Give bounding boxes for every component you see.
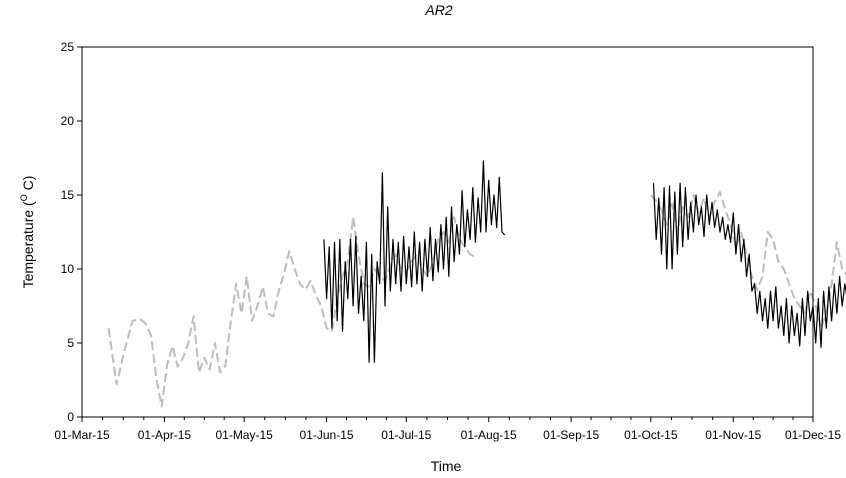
x-tick-label: 01-Sep-15 <box>543 428 599 442</box>
y-axis-title-main: Temperature ( <box>20 201 36 288</box>
plot-lines <box>107 160 846 408</box>
y-axis-title-superscript: O <box>19 194 29 201</box>
series-dashed-line <box>107 216 476 408</box>
x-tick-label: 01-May-15 <box>215 428 273 442</box>
x-tick-label: 01-Mar-15 <box>54 428 110 442</box>
x-tick-label: 01-Dec-15 <box>785 428 841 442</box>
series-dashed-line <box>650 191 846 330</box>
x-tick-label: 01-Nov-15 <box>705 428 761 442</box>
x-tick-label: 01-Oct-15 <box>624 428 678 442</box>
x-tick-label: 01-Apr-15 <box>138 428 192 442</box>
y-axis-title: Temperature (O C) <box>19 176 36 289</box>
y-axis-title-tail: C) <box>20 176 36 195</box>
series-solid-line <box>652 182 846 348</box>
x-axis-title: Time <box>431 458 462 474</box>
y-axis: 0 5 10 15 20 25 <box>61 40 82 424</box>
chart-title: AR2 <box>424 2 452 18</box>
x-tick-label: 01-Jun-15 <box>300 428 354 442</box>
series-solid-line <box>323 160 506 363</box>
x-tick-label: 01-Jul-15 <box>381 428 431 442</box>
y-tick-label: 0 <box>67 410 74 424</box>
y-tick-label: 20 <box>61 114 75 128</box>
y-tick-label: 15 <box>61 188 75 202</box>
x-axis: 01-Mar-15 01-Apr-15 01-May-15 01-Jun-15 01-J… <box>54 417 841 442</box>
y-tick-label: 25 <box>61 40 75 54</box>
y-tick-label: 5 <box>67 336 74 350</box>
x-tick-label: 01-Aug-15 <box>461 428 517 442</box>
y-tick-label: 10 <box>61 262 75 276</box>
